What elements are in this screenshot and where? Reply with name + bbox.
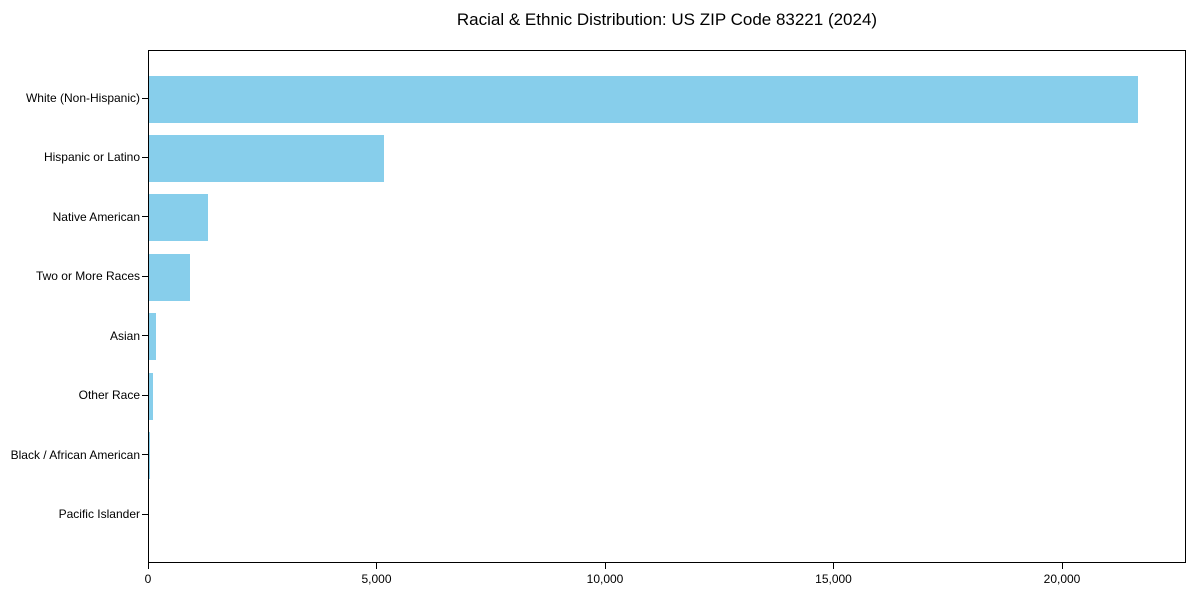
y-axis-category-label: Other Race	[78, 388, 140, 403]
bar	[149, 194, 208, 242]
y-axis-category-label: Hispanic or Latino	[43, 150, 140, 165]
bar	[149, 372, 153, 420]
y-axis-category-label: Black / African American	[10, 447, 140, 462]
bar	[149, 75, 1138, 123]
y-axis-category-label: Native American	[52, 209, 140, 224]
y-axis-category-label: Asian	[109, 328, 140, 343]
y-axis-category-label: Pacific Islander	[58, 507, 140, 521]
x-axis-tick	[604, 563, 606, 569]
x-axis-tick	[147, 563, 149, 569]
y-axis-tick	[142, 216, 148, 218]
y-axis-tick	[142, 97, 148, 99]
y-axis-tick	[142, 513, 148, 515]
x-axis-tick	[376, 563, 377, 569]
y-axis-tick	[142, 275, 148, 277]
y-axis-category-label: Two or More Races	[35, 269, 140, 284]
bar	[149, 134, 385, 182]
bar	[149, 253, 191, 301]
x-axis-tick	[1061, 563, 1063, 569]
bar	[149, 313, 156, 361]
y-axis-tick	[142, 335, 148, 337]
x-axis-tick-label: 15,000	[815, 572, 852, 586]
y-axis-tick	[142, 454, 148, 456]
bar	[149, 432, 150, 480]
chart-title: Racial & Ethnic Distribution: US ZIP Cod…	[456, 10, 878, 29]
x-axis-tick	[833, 563, 834, 569]
y-axis-category-label: White (Non-Hispanic)	[25, 91, 140, 105]
x-axis-tick-label: 5,000	[361, 572, 392, 586]
x-axis-tick-label: 0	[144, 572, 152, 586]
y-axis-tick	[142, 394, 148, 396]
x-axis-tick-label: 10,000	[586, 572, 624, 586]
plot-area	[148, 50, 1186, 563]
x-axis-tick-label: 20,000	[1043, 572, 1081, 586]
y-axis-tick	[142, 156, 148, 158]
